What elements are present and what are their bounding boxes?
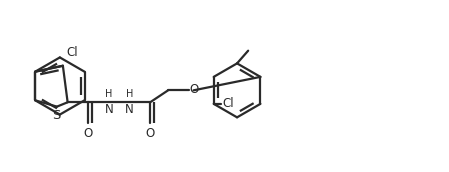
Text: Cl: Cl xyxy=(222,97,234,110)
Text: N: N xyxy=(125,103,134,116)
Text: Cl: Cl xyxy=(66,46,78,59)
Text: S: S xyxy=(52,109,60,122)
Text: O: O xyxy=(145,127,155,140)
Text: H: H xyxy=(126,89,133,99)
Text: O: O xyxy=(189,83,198,96)
Text: N: N xyxy=(105,103,113,116)
Text: O: O xyxy=(84,127,93,140)
Text: H: H xyxy=(105,89,113,99)
